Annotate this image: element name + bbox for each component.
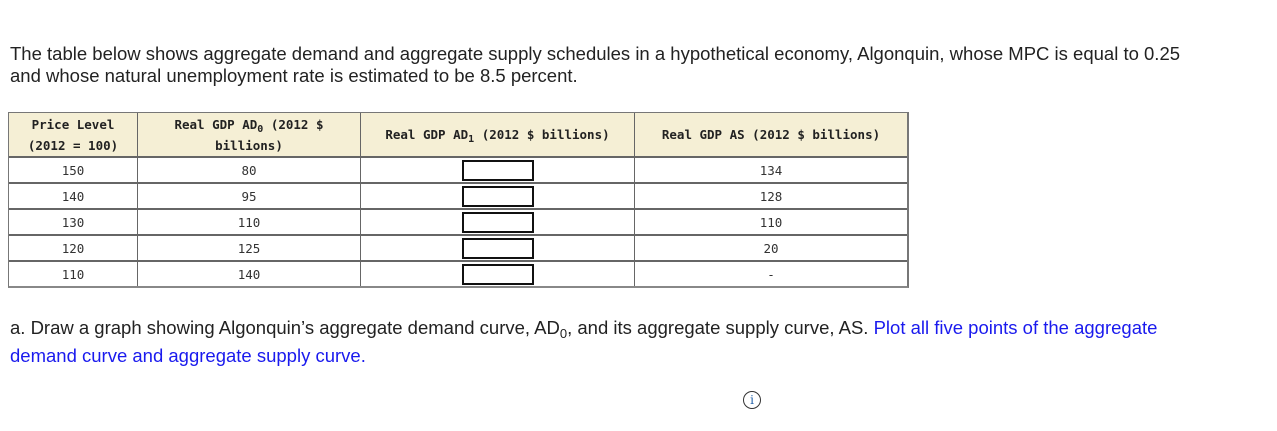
table-row: 130 110 110 — [9, 210, 907, 236]
cell-as: 134 — [635, 158, 907, 184]
cell-price: 110 — [9, 262, 138, 286]
cell-price: 120 — [9, 236, 138, 262]
cell-ad1 — [361, 184, 635, 210]
table-row: 120 125 20 — [9, 236, 907, 262]
cell-price: 140 — [9, 184, 138, 210]
cell-ad0: 140 — [138, 262, 361, 286]
cell-ad1 — [361, 236, 635, 262]
ad1-input-row-3[interactable] — [461, 211, 534, 233]
cell-ad1 — [361, 158, 635, 184]
ad1-input-row-2[interactable] — [461, 185, 534, 207]
cell-ad0: 110 — [138, 210, 361, 236]
cell-as: 20 — [635, 236, 907, 262]
plot-instruction: Plot all five points of the aggregate de… — [10, 317, 1158, 366]
cell-ad1 — [361, 262, 635, 286]
header-real-gdp-as: Real GDP AS (2012 $ billions) — [635, 113, 907, 158]
table-header-row: Price Level (2012 = 100) Real GDP AD0 (2… — [9, 113, 907, 158]
question-part-a: a. Draw a graph showing Algonquin’s aggr… — [10, 317, 1158, 366]
cell-as: 128 — [635, 184, 907, 210]
cell-as: - — [635, 262, 907, 286]
ad1-input-row-4[interactable] — [461, 237, 534, 259]
header-real-gdp-ad1: Real GDP AD1 (2012 $ billions) — [361, 113, 635, 158]
ad1-input-row-1[interactable] — [461, 159, 534, 181]
info-icon[interactable]: i — [743, 391, 761, 409]
cell-price: 130 — [9, 210, 138, 236]
intro-paragraph: The table below shows aggregate demand a… — [10, 43, 1181, 86]
ad-as-schedule-table: Price Level (2012 = 100) Real GDP AD0 (2… — [8, 112, 909, 288]
table-row: 140 95 128 — [9, 184, 907, 210]
cell-as: 110 — [635, 210, 907, 236]
cell-price: 150 — [9, 158, 138, 184]
table-row: 150 80 134 — [9, 158, 907, 184]
cell-ad0: 80 — [138, 158, 361, 184]
table-row: 110 140 - — [9, 262, 907, 286]
ad1-input-row-5[interactable] — [461, 263, 534, 285]
header-real-gdp-ad0: Real GDP AD0 (2012 $ billions) — [138, 113, 361, 158]
header-price-level: Price Level (2012 = 100) — [9, 113, 138, 158]
cell-ad1 — [361, 210, 635, 236]
cell-ad0: 125 — [138, 236, 361, 262]
cell-ad0: 95 — [138, 184, 361, 210]
